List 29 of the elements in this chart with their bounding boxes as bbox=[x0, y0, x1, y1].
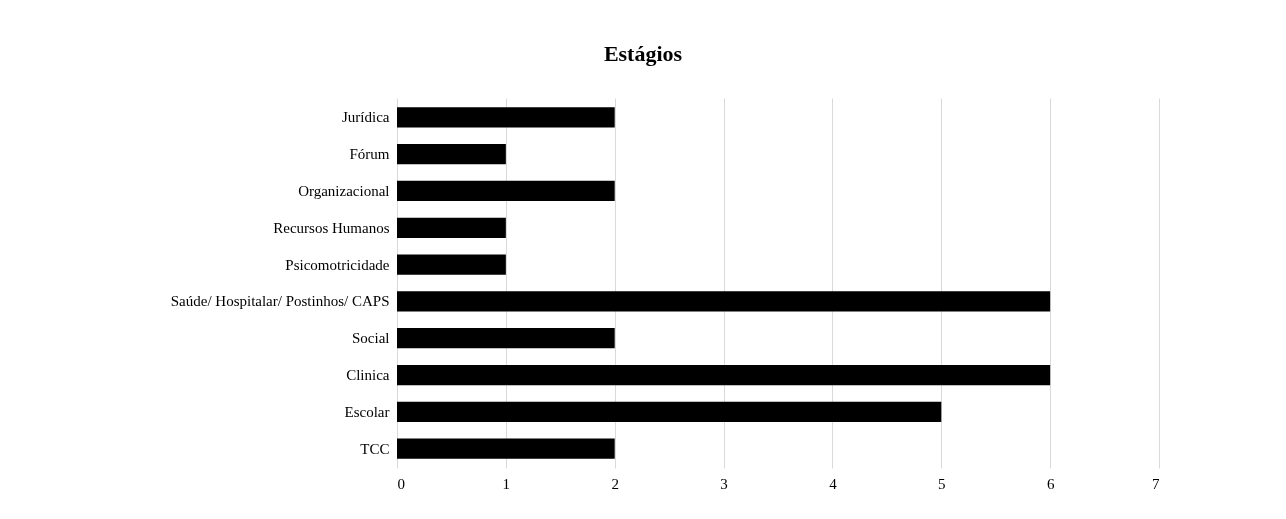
x-tick-label: 4 bbox=[829, 475, 838, 492]
bar bbox=[397, 107, 615, 128]
y-tick-label: Escolar bbox=[344, 403, 390, 420]
x-tick-label: 2 bbox=[611, 475, 619, 492]
x-tick-label: 5 bbox=[938, 475, 946, 492]
bar bbox=[397, 217, 506, 238]
bar bbox=[397, 254, 506, 275]
x-tick-label: 3 bbox=[720, 475, 728, 492]
x-tick-label: 1 bbox=[502, 475, 511, 492]
bar bbox=[397, 180, 615, 202]
chart-title: Estágios bbox=[603, 41, 683, 66]
x-tick-label: 7 bbox=[1152, 475, 1160, 492]
bar bbox=[397, 438, 615, 459]
y-tick-label: Fórum bbox=[349, 146, 390, 163]
bar bbox=[397, 401, 942, 422]
bar bbox=[397, 144, 506, 165]
y-tick-label: Organizacional bbox=[298, 182, 390, 199]
x-tick-label: 0 bbox=[397, 475, 405, 492]
y-tick-label: TCC bbox=[360, 440, 390, 457]
y-tick-label: Psicomotricidade bbox=[285, 256, 390, 273]
y-tick-label: Social bbox=[352, 330, 390, 347]
x-tick-label: 6 bbox=[1046, 475, 1055, 492]
bar bbox=[397, 364, 1051, 386]
y-tick-label: Jurídica bbox=[342, 109, 390, 126]
y-tick-label: Recursos Humanos bbox=[273, 219, 390, 236]
y-tick-label: Clinica bbox=[346, 367, 390, 384]
y-tick-label: Saúde/ Hospitalar/ Postinhos/ CAPS bbox=[170, 293, 390, 310]
bar bbox=[397, 328, 615, 349]
bar bbox=[397, 291, 1051, 312]
